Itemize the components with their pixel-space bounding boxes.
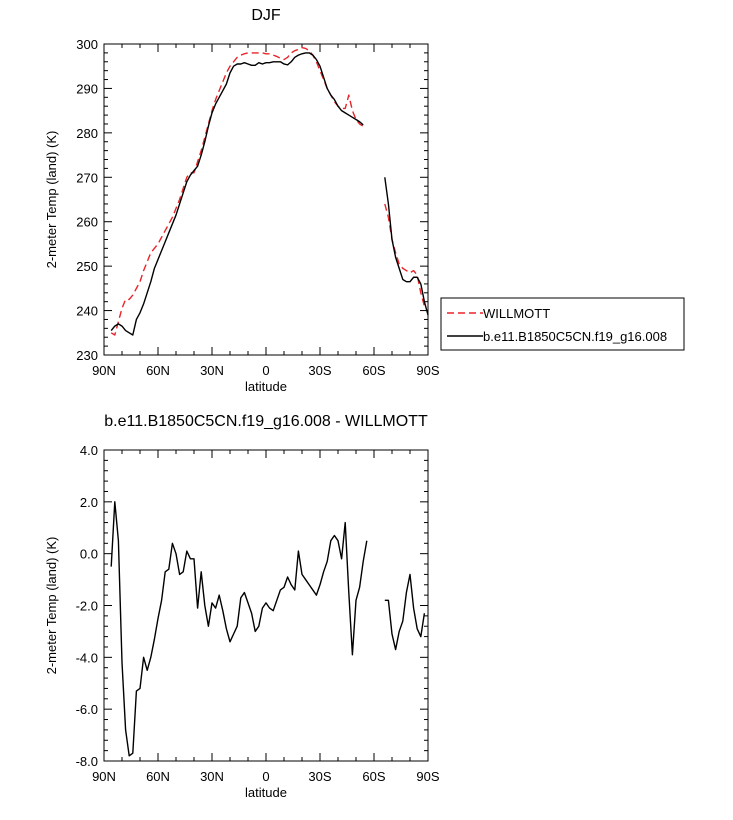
plot-frame xyxy=(103,43,429,356)
x-axis-label: latitude xyxy=(245,379,287,394)
x-tick-label: 30S xyxy=(308,769,331,784)
top-plot-title: DJF xyxy=(251,7,281,24)
x-tick-label: 90S xyxy=(416,769,439,784)
top-line-chart: 90N 60N 30N 0 30S 60S 90S 230 240 250 260 270 280 290… xyxy=(44,37,440,394)
y-tick-label: -4.0 xyxy=(76,650,98,665)
series-line xyxy=(110,52,364,336)
y-tick-label: -6.0 xyxy=(76,702,98,717)
y-tick-label: 290 xyxy=(76,81,98,96)
y-tick-label: 230 xyxy=(76,348,98,363)
y-tick-label: 240 xyxy=(76,304,98,319)
y-axis-label: 2-meter Temp (land) (K) xyxy=(44,131,59,269)
y-tick-label: 2.0 xyxy=(80,495,98,510)
y-tick-label: 250 xyxy=(76,259,98,274)
y-axis-label: 2-meter Temp (land) (K) xyxy=(44,537,59,675)
series-line xyxy=(110,46,364,336)
y-tick-label: -2.0 xyxy=(76,599,98,614)
legend-label: WILLMOTT xyxy=(483,306,550,321)
x-tick-label: 90N xyxy=(92,769,116,784)
x-tick-label: 60S xyxy=(362,363,385,378)
y-tick-label: 0.0 xyxy=(80,547,98,562)
series-line xyxy=(384,177,429,316)
x-tick-label: 60S xyxy=(362,769,385,784)
top-chart-legend: WILLMOTT b.e11.B1850C5CN.f19_g16.008 xyxy=(440,297,685,351)
y-tick-label: 270 xyxy=(76,170,98,185)
series-line xyxy=(384,573,426,651)
x-tick-label: 90N xyxy=(92,363,116,378)
series-line xyxy=(384,203,426,307)
y-tick-label: 4.0 xyxy=(80,443,98,458)
y-tick-label: 260 xyxy=(76,215,98,230)
x-tick-label: 30N xyxy=(200,363,224,378)
y-tick-label: 300 xyxy=(76,37,98,52)
series-line xyxy=(110,501,368,757)
x-tick-label: 30N xyxy=(200,769,224,784)
x-tick-label: 0 xyxy=(262,769,269,784)
legend-label: b.e11.B1850C5CN.f19_g16.008 xyxy=(483,329,667,344)
legend-box xyxy=(440,297,685,351)
x-axis-label: latitude xyxy=(245,785,287,800)
bottom-line-chart: 90N 60N 30N 0 30S 60S 90S -8.0 -6.0 -4.0 -2.0 0.0 2.… xyxy=(44,443,440,800)
y-tick-label: 280 xyxy=(76,126,98,141)
x-tick-label: 0 xyxy=(262,363,269,378)
plot-frame xyxy=(103,449,429,762)
x-tick-label: 90S xyxy=(416,363,439,378)
y-tick-label: -8.0 xyxy=(76,754,98,769)
x-tick-label: 60N xyxy=(146,769,170,784)
bottom-plot-title: b.e11.B1850C5CN.f19_g16.008 - WILLMOTT xyxy=(104,413,428,430)
x-tick-label: 60N xyxy=(146,363,170,378)
x-tick-label: 30S xyxy=(308,363,331,378)
